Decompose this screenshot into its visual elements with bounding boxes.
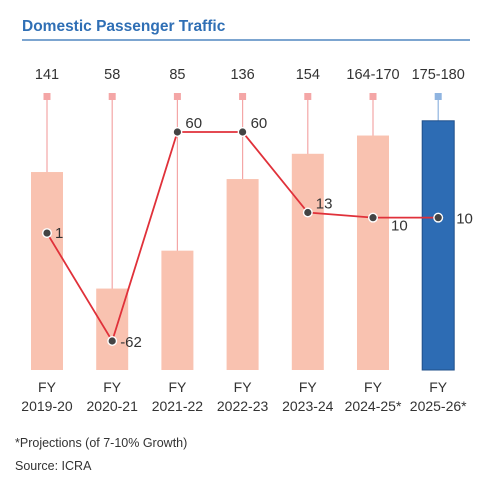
value-label-group: 141 58 85 136 154 164-170 175-180 <box>35 67 465 83</box>
x-tick-label-4-line2: 2023-24 <box>282 398 334 414</box>
bar-2 <box>161 250 194 370</box>
bar-0 <box>31 172 63 370</box>
growth-point-3 <box>237 126 248 137</box>
growth-label-0: 1 <box>55 225 63 242</box>
bar-value-label-4: 154 <box>296 67 320 83</box>
stem-marker-5 <box>369 93 377 100</box>
stem-marker-3 <box>239 93 247 100</box>
x-tick-label-5-line1: FY <box>364 379 383 395</box>
stem-marker-4 <box>304 93 312 100</box>
bar-group <box>31 120 455 371</box>
stem-marker-6 <box>434 93 442 100</box>
x-tick-label-3-line1: FY <box>234 379 253 395</box>
bar-value-label-5: 164-170 <box>346 67 399 83</box>
growth-label-6: 10 <box>456 211 473 228</box>
x-tick-label-3-line2: 2022-23 <box>217 398 269 414</box>
growth-point-2 <box>172 126 183 137</box>
stem-marker-0 <box>43 93 51 100</box>
stem-marker-1 <box>108 93 116 100</box>
growth-line-group: 1 -62 60 60 13 10 10 <box>42 115 473 351</box>
growth-point-6 <box>433 212 444 223</box>
x-tick-label-2-line1: FY <box>168 379 187 395</box>
footnote: *Projections (of 7-10% Growth) <box>15 436 187 450</box>
growth-point-5 <box>368 212 379 223</box>
stem-marker-2 <box>173 93 181 100</box>
x-tick-label-2-line2: 2021-22 <box>152 398 204 414</box>
x-axis-labels: FY 2019-20 FY 2020-21 FY 2021-22 FY 2022-23 FY 20… <box>21 379 467 414</box>
bar-1 <box>96 288 129 370</box>
growth-label-4: 13 <box>316 196 333 213</box>
growth-point-1 <box>107 336 118 347</box>
bar-5 <box>357 135 389 370</box>
x-tick-label-6-line1: FY <box>429 379 448 395</box>
growth-point-0 <box>42 228 53 239</box>
bar-6 <box>421 120 455 371</box>
bar-value-label-6: 175-180 <box>412 67 465 83</box>
x-tick-label-6-line2: 2025-26* <box>410 398 467 414</box>
chart-title: Domestic Passenger Traffic <box>22 18 226 35</box>
x-tick-label-5-line2: 2024-25* <box>345 398 402 414</box>
growth-point-4 <box>302 207 313 218</box>
growth-label-3: 60 <box>251 115 268 132</box>
bar-value-label-3: 136 <box>230 67 254 83</box>
bar-3 <box>226 179 259 370</box>
bar-4 <box>291 153 324 370</box>
bar-value-label-0: 141 <box>35 67 59 83</box>
source-note: Source: ICRA <box>15 459 92 473</box>
growth-label-5: 10 <box>391 218 408 235</box>
x-tick-label-4-line1: FY <box>299 379 318 395</box>
growth-label-1: -62 <box>120 334 142 351</box>
x-tick-label-0-line1: FY <box>38 379 57 395</box>
bar-value-label-2: 85 <box>169 67 185 83</box>
growth-label-2: 60 <box>185 115 202 132</box>
x-tick-label-1-line2: 2020-21 <box>87 398 139 414</box>
x-tick-label-1-line1: FY <box>103 379 122 395</box>
x-tick-label-0-line2: 2019-20 <box>21 398 73 414</box>
bar-value-label-1: 58 <box>104 67 120 83</box>
